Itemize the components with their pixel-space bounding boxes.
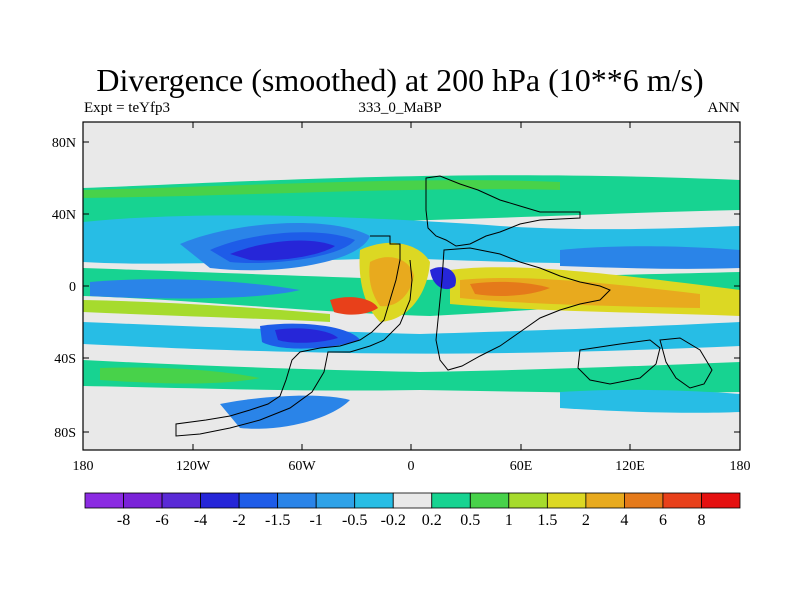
colorbar-swatch <box>508 492 548 509</box>
colorbar-label: -0.2 <box>381 512 406 529</box>
colorbar-swatch <box>392 492 433 509</box>
colorbar-swatch <box>624 492 664 509</box>
contour-south-blue <box>220 395 350 429</box>
lon-tick-label: 0 <box>408 459 415 474</box>
colorbar-label: -0.5 <box>342 512 367 529</box>
colorbar-label: 4 <box>620 512 628 529</box>
lon-tick-label: 60E <box>510 459 533 474</box>
contour-band-north-dark <box>83 180 560 198</box>
season-label: ANN <box>707 100 741 116</box>
coastline-eurasia <box>425 175 581 247</box>
contour-core-north-deep <box>230 240 335 261</box>
contour-south-negative <box>83 322 740 354</box>
colorbar-swatch <box>238 492 279 509</box>
colorbar-swatch <box>585 492 625 509</box>
lon-tick-label: 180 <box>730 459 751 474</box>
colorbar-swatch <box>431 492 471 509</box>
colorbar-swatch <box>123 492 163 509</box>
colorbar-swatch <box>546 492 587 509</box>
lat-tick-label: 40S <box>54 352 76 367</box>
contour-south-lightgreen <box>100 367 260 384</box>
contour-africa-orange <box>369 257 414 307</box>
lat-tick-label: 80N <box>52 136 76 151</box>
colorbar-label: 0.2 <box>422 512 442 529</box>
contour-eq-blue <box>430 267 456 290</box>
lon-tick-label: 180 <box>73 459 94 474</box>
experiment-label: Expt = teYfp3 <box>84 100 170 116</box>
colorbar-swatch <box>161 492 201 509</box>
lon-tick-label: 120E <box>615 459 645 474</box>
colorbar-swatch <box>200 492 240 509</box>
colorbar-swatch <box>701 492 741 509</box>
colorbar-label: -1 <box>310 512 323 529</box>
plot-title: Divergence (smoothed) at 200 hPa (10**6 … <box>96 62 704 98</box>
lat-tick-label: 0 <box>69 280 76 295</box>
lon-axis: 180 120W 60W 0 60E 120E 180 <box>73 122 751 474</box>
colorbar-swatch <box>469 492 510 509</box>
colorbar-swatch <box>315 492 356 509</box>
lon-tick-label: 60W <box>288 459 316 474</box>
contour-east-negative <box>560 246 740 269</box>
coastline-australia <box>577 339 661 385</box>
lat-tick-label: 40N <box>52 208 76 223</box>
colorbar-label: -2 <box>232 512 245 529</box>
colorbar-label: 8 <box>697 512 705 529</box>
contour-atlantic-core <box>330 297 378 315</box>
colorbar-swatch <box>354 492 394 509</box>
colorbar-label: 6 <box>659 512 667 529</box>
colorbar-label: 0.5 <box>460 512 480 529</box>
coastline-antarctic-fragment <box>659 337 713 389</box>
colorbar-labels: -8 -6 -4 -2 -1.5 -1 -0.5 -0.2 0.2 0.5 1 1.5 2 4 6 8 <box>117 512 706 529</box>
colorbar-label: 1.5 <box>537 512 557 529</box>
colorbar-label: -8 <box>117 512 130 529</box>
contour-equatorial-green <box>83 300 330 322</box>
colorbar-label: -6 <box>155 512 168 529</box>
coastline-africa <box>435 247 611 371</box>
colorbar <box>84 492 741 509</box>
lat-tick-label: 80S <box>54 426 76 441</box>
colorbar-swatch <box>277 492 317 509</box>
lat-axis: 80N 40N 0 40S 80S <box>52 136 740 441</box>
colorbar-swatch <box>662 492 702 509</box>
colorbar-label: 1 <box>505 512 513 529</box>
contour-indian-core <box>470 281 550 296</box>
lon-tick-label: 120W <box>176 459 211 474</box>
contour-south-deep <box>275 328 338 343</box>
contour-pacific-negative <box>90 279 300 299</box>
colorbar-label: -1.5 <box>265 512 290 529</box>
run-label: 333_0_MaBP <box>358 100 442 116</box>
colorbar-label: -4 <box>194 512 207 529</box>
colorbar-label: 2 <box>582 512 590 529</box>
coastline-americas <box>175 235 413 437</box>
coastline-outlines <box>175 175 713 437</box>
contour-south-green <box>83 360 740 393</box>
colorbar-swatch <box>84 492 124 509</box>
contour-south-light <box>560 389 740 413</box>
